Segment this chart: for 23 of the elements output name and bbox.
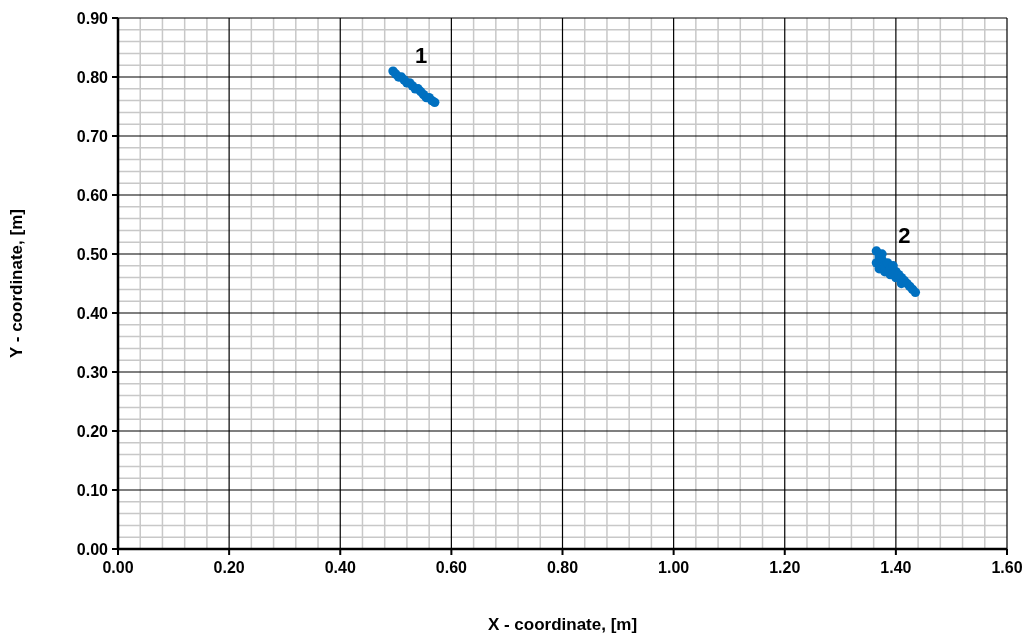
y-tick-label: 0.40 <box>76 304 109 322</box>
y-axis-title: Y - coordinate, [m] <box>7 209 26 358</box>
y-tick-label: 0.60 <box>76 186 109 204</box>
x-tick-label: 0.20 <box>213 559 245 576</box>
x-tick-label: 1.00 <box>658 559 690 576</box>
y-tick-label: 0.30 <box>76 363 109 381</box>
x-tick-label: 0.60 <box>435 559 468 576</box>
x-tick-label: 0.40 <box>324 559 356 576</box>
y-tick-label: 0.00 <box>76 540 109 558</box>
y-tick-label: 0.70 <box>76 127 109 145</box>
y-tick-label: 0.50 <box>76 245 109 263</box>
annotation: 1 <box>414 42 428 68</box>
x-axis-title: X - coordinate, [m] <box>487 615 638 634</box>
y-tick-label: 0.90 <box>76 9 109 27</box>
y-tick-label: 0.80 <box>76 68 109 86</box>
x-tick-label: 0.80 <box>546 559 579 576</box>
x-tick-label: 0.00 <box>102 559 134 576</box>
x-tick-label: 1.40 <box>880 559 912 576</box>
y-tick-label: 0.10 <box>76 481 109 499</box>
annotation: 2 <box>898 222 911 248</box>
x-tick-label: 1.60 <box>991 559 1023 576</box>
y-tick-label: 0.20 <box>76 422 109 440</box>
x-tick-label: 1.20 <box>769 559 801 576</box>
